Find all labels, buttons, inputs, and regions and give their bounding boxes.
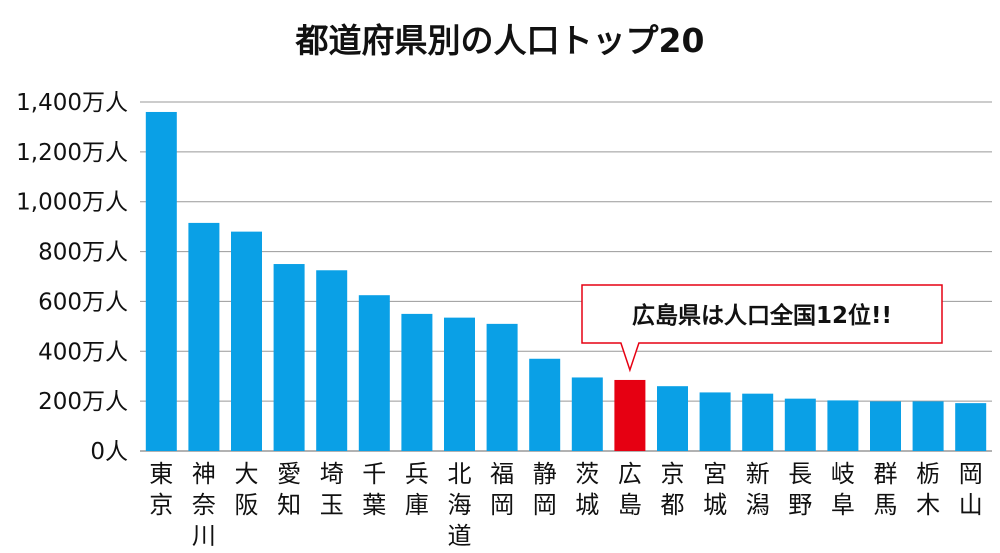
bar-京都: [657, 386, 688, 451]
x-tick-char: 阜: [831, 491, 855, 519]
y-tick-label: 800万人: [38, 240, 128, 266]
y-axis-labels: 0人 200万人 400万人 600万人 800万人 1,000万人 1,200万人 1,40…: [16, 90, 128, 465]
x-tick-char: 阪: [235, 491, 259, 519]
x-tick-label: 大阪: [235, 460, 259, 519]
x-tick-char: 京: [661, 460, 685, 488]
x-tick-char: 道: [448, 522, 472, 550]
x-tick-label: 東京: [149, 460, 173, 519]
x-tick-char: 岐: [831, 460, 855, 488]
x-tick-label: 岐阜: [831, 460, 855, 519]
y-tick-label: 1,400万人: [16, 90, 128, 116]
bar-茨城: [571, 377, 603, 451]
x-tick-char: 兵: [405, 460, 429, 488]
x-tick-label: 新潟: [746, 460, 770, 519]
x-tick-char: 山: [959, 491, 983, 519]
x-tick-char: 岡: [533, 491, 557, 519]
callout-box: [581, 284, 943, 373]
x-tick-char: 大: [235, 460, 259, 488]
x-tick-label: 広島: [618, 460, 642, 519]
x-tick-char: 岡: [959, 460, 983, 488]
x-tick-char: 潟: [746, 491, 770, 519]
x-tick-char: 新: [746, 460, 770, 488]
bar-愛知: [273, 264, 305, 451]
x-tick-char: 奈: [192, 491, 216, 519]
x-tick-char: 愛: [277, 460, 301, 488]
bar-長野: [784, 398, 816, 451]
x-tick-char: 広: [618, 460, 642, 488]
x-tick-label: 宮城: [703, 460, 727, 519]
x-tick-char: 海: [448, 491, 472, 519]
y-tick-label: 1,200万人: [16, 140, 128, 166]
x-tick-char: 宮: [703, 460, 727, 488]
grid-lines: [140, 101, 992, 452]
x-tick-label: 愛知: [277, 460, 301, 519]
bar-神奈川: [188, 222, 220, 451]
x-tick-label: 福岡: [490, 460, 514, 519]
x-tick-char: 北: [448, 460, 472, 488]
bar-千葉: [358, 295, 390, 451]
x-tick-char: 玉: [320, 491, 344, 519]
x-tick-char: 木: [916, 491, 940, 519]
x-tick-label: 群馬: [874, 460, 898, 519]
x-tick-char: 福: [490, 460, 514, 488]
x-tick-label: 神奈川: [192, 460, 216, 550]
x-tick-char: 葉: [362, 491, 386, 519]
bar-埼玉: [316, 270, 348, 451]
x-tick-char: 埼: [320, 460, 344, 488]
x-tick-label: 栃木: [916, 460, 940, 519]
x-tick-label: 静岡: [533, 460, 557, 519]
callout-text: 広島県は人口全国12位!!: [632, 302, 892, 329]
bar-東京: [145, 111, 177, 451]
x-tick-label: 兵庫: [405, 460, 429, 519]
x-tick-char: 東: [149, 460, 173, 488]
x-tick-char: 千: [362, 460, 386, 488]
x-tick-label: 北海道: [448, 460, 472, 550]
x-tick-char: 神: [192, 460, 216, 488]
x-tick-label: 長野: [788, 460, 812, 519]
x-tick-char: 馬: [874, 491, 898, 519]
bar-広島: [614, 379, 646, 451]
x-tick-label: 千葉: [362, 460, 386, 519]
bar-福岡: [486, 323, 518, 451]
x-tick-label: 茨城: [575, 460, 599, 519]
x-tick-char: 知: [277, 491, 301, 519]
y-tick-label: 400万人: [38, 339, 128, 365]
x-tick-char: 城: [703, 491, 727, 519]
x-axis-labels: 東京神奈川大阪愛知埼玉千葉兵庫北海道福岡静岡茨城広島京都宮城新潟長野岐阜群馬栃木…: [149, 460, 982, 550]
annotation-callout: 広島県は人口全国12位!!: [581, 284, 943, 373]
x-tick-char: 栃: [916, 460, 940, 488]
x-tick-char: 野: [788, 491, 812, 519]
x-tick-char: 京: [149, 491, 173, 519]
bar-新潟: [742, 393, 774, 451]
bar-岐阜: [827, 400, 859, 451]
y-tick-label: 0人: [90, 439, 128, 465]
x-tick-char: 群: [874, 460, 898, 488]
x-tick-char: 島: [618, 491, 642, 519]
chart-title: 都道府県別の人口トップ20: [295, 21, 705, 60]
x-tick-label: 埼玉: [320, 460, 344, 519]
y-tick-label: 600万人: [38, 289, 128, 315]
bar-群馬: [870, 401, 901, 451]
y-tick-label: 1,000万人: [16, 190, 128, 216]
x-tick-char: 静: [533, 460, 557, 488]
x-tick-char: 庫: [405, 491, 429, 519]
x-tick-char: 川: [192, 522, 216, 550]
x-tick-char: 城: [575, 491, 599, 519]
x-tick-label: 京都: [661, 460, 685, 519]
bar-北海道: [444, 317, 475, 451]
bar-兵庫: [401, 313, 433, 451]
bar-宮城: [699, 392, 731, 451]
bars: [145, 111, 987, 451]
bar-静岡: [529, 358, 561, 451]
x-tick-label: 岡山: [959, 460, 983, 519]
x-tick-char: 岡: [490, 491, 514, 519]
bar-岡山: [955, 403, 987, 451]
y-tick-label: 200万人: [38, 389, 128, 415]
x-tick-char: 茨: [575, 460, 599, 488]
bar-栃木: [912, 401, 944, 451]
x-tick-char: 都: [661, 491, 685, 519]
x-tick-char: 長: [788, 460, 812, 488]
bar-大阪: [231, 231, 262, 451]
